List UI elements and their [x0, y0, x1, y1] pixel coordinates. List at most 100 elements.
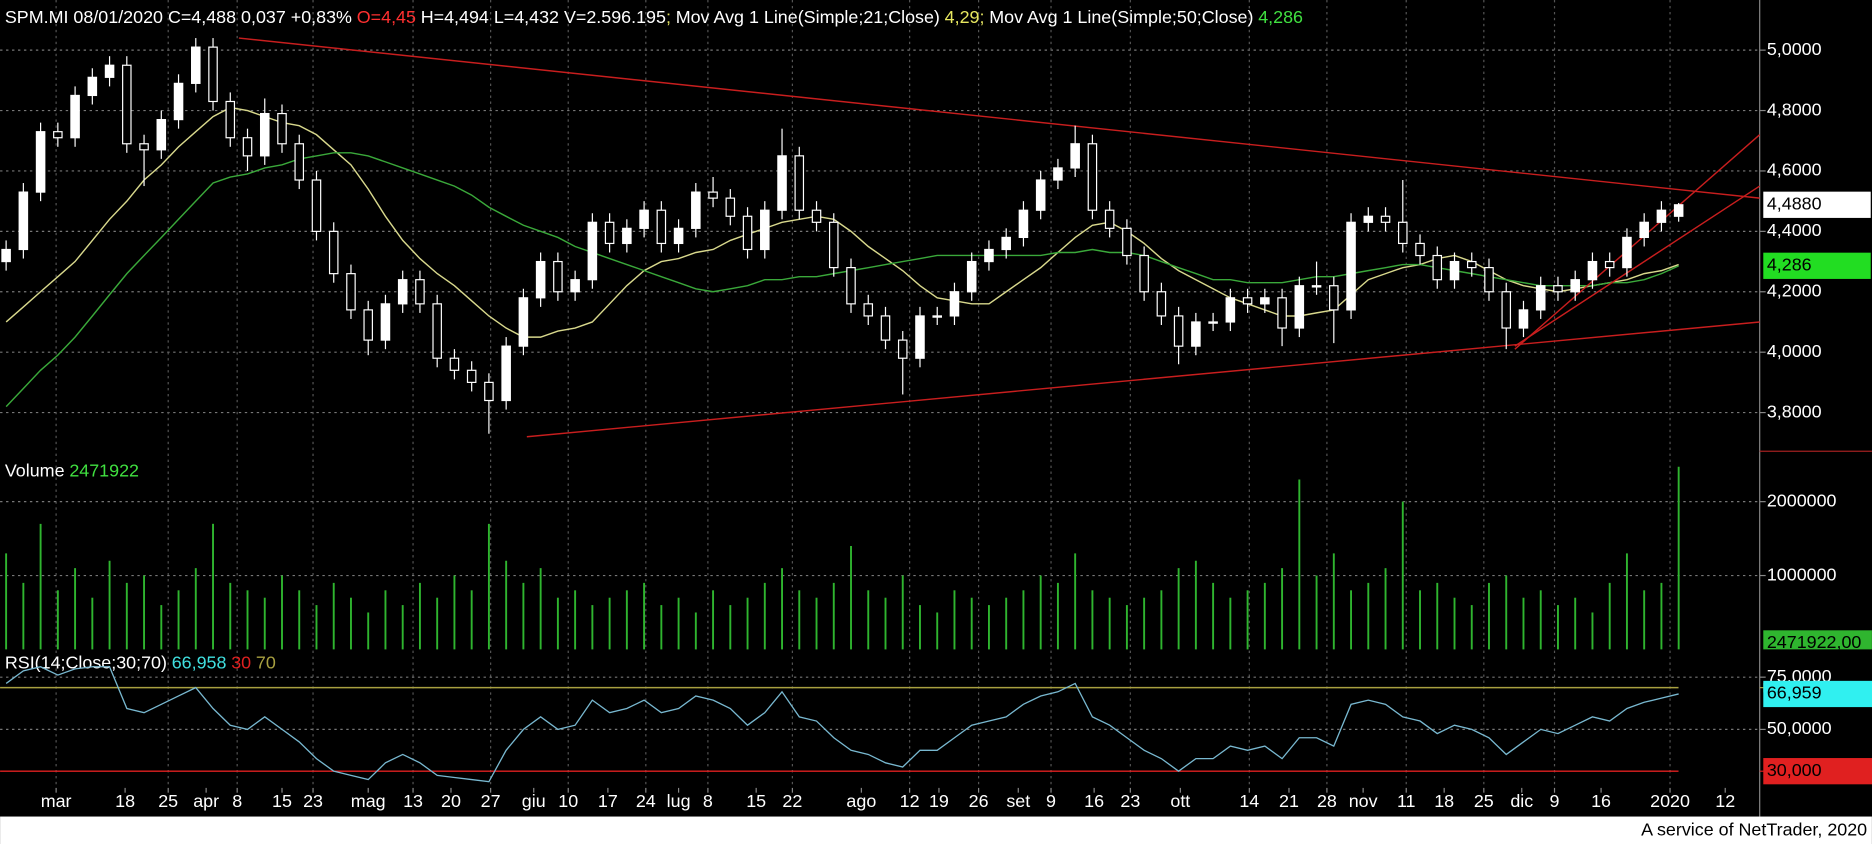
candle-body	[173, 82, 184, 121]
candle-body	[966, 260, 977, 293]
candle-body	[225, 100, 236, 139]
x-tick-label: 16	[1591, 791, 1611, 811]
title-value: 2471922	[69, 460, 139, 480]
candle-body	[242, 137, 253, 157]
candle-body	[1225, 297, 1236, 323]
x-tick-label: 18	[1434, 791, 1454, 811]
candle-body	[553, 260, 563, 293]
level-tag: 30,000	[1767, 760, 1822, 780]
trendline	[526, 321, 1760, 438]
y-tick-label: 4,0000	[1767, 341, 1822, 361]
separator: ;	[666, 7, 671, 27]
candle-body	[1398, 221, 1408, 245]
candle-body	[501, 345, 511, 402]
candle-body	[415, 279, 425, 305]
rsi-tag: 66,959	[1767, 683, 1822, 703]
x-tick-label: 2020	[1650, 791, 1690, 811]
candle-body	[432, 303, 442, 359]
y-tick-label: 4,6000	[1767, 160, 1822, 180]
candle-body	[1639, 221, 1649, 239]
title: Volume	[5, 460, 65, 480]
candle-body	[1087, 143, 1098, 211]
candle-body	[1415, 242, 1425, 257]
price-tag: 4,4880	[1767, 194, 1822, 214]
candle-body	[656, 209, 667, 245]
volume-tag-text: 2471922,00	[1767, 632, 1862, 652]
candle-body	[1604, 260, 1615, 269]
candle-body	[760, 209, 770, 251]
y-tick-label: 2000000	[1767, 490, 1837, 510]
candle-body	[1001, 236, 1011, 251]
candle-body	[1053, 167, 1063, 181]
ma-tag: 4,286	[1767, 255, 1812, 275]
y-tick-label: 50,0000	[1767, 718, 1832, 738]
candle-body	[1484, 267, 1494, 293]
candle-body	[208, 46, 218, 103]
candle-body	[1432, 254, 1443, 281]
rsi-tag-box	[1763, 680, 1872, 708]
x-tick-label: 9	[1550, 791, 1560, 811]
level-tag-box	[1763, 758, 1872, 785]
candle-body	[1346, 221, 1356, 311]
candle-body	[794, 155, 805, 211]
candle-body	[277, 112, 287, 145]
x-tick-label: 13	[403, 791, 423, 811]
rsi-line	[5, 666, 1679, 783]
candle-body	[742, 215, 753, 251]
candle-body	[777, 155, 787, 211]
candle-body	[1363, 215, 1374, 223]
candle-body	[1380, 215, 1391, 223]
candle-body	[397, 279, 408, 305]
candle-body	[1139, 254, 1149, 293]
candle-body	[880, 315, 891, 341]
candle-body	[622, 227, 632, 245]
x-tick-label: 15	[272, 791, 292, 811]
x-tick-label: set	[1006, 791, 1030, 811]
x-tick-label: mag	[351, 791, 386, 811]
candle-body	[449, 357, 460, 371]
header-part: O=4,45	[357, 7, 416, 27]
x-tick-label: 28	[1317, 791, 1337, 811]
x-tick-label: giu	[522, 791, 546, 811]
candle-body	[156, 119, 167, 151]
trendline	[1514, 185, 1761, 347]
candle-body	[1035, 179, 1046, 211]
candle-body	[846, 267, 856, 305]
x-tick-label: 26	[969, 791, 989, 811]
candle-body	[259, 112, 270, 157]
x-tick-label: 25	[158, 791, 178, 811]
x-tick-label: 23	[303, 791, 323, 811]
candle-body	[604, 221, 615, 245]
candle-body	[1622, 236, 1632, 269]
candle-body	[328, 230, 339, 275]
x-tick-label: 18	[115, 791, 135, 811]
moving-average	[5, 152, 1679, 408]
candle-body	[87, 76, 98, 97]
candle-body	[1570, 279, 1580, 293]
volume-tag: 2471922,00	[1763, 630, 1872, 652]
candle-body	[70, 94, 80, 139]
header-part: SPM.MI 08/01/2020 C=4,488 0,037 +0,83%	[5, 7, 352, 27]
x-tick-label: 23	[1120, 791, 1140, 811]
footer: A service of NetTrader, 2020	[1641, 820, 1867, 840]
candle-body	[1587, 260, 1598, 281]
x-tick-label: 17	[598, 791, 618, 811]
title-value: 66,958	[172, 652, 227, 672]
candle-body	[1208, 321, 1218, 324]
candle-body	[1535, 285, 1546, 311]
candle-body	[380, 303, 391, 341]
header: SPM.MI 08/01/2020 C=4,488 0,037 +0,83% O=…	[5, 7, 1303, 27]
candle-body	[691, 191, 701, 229]
panel-title: RSI(14;Close;30;70) 66,958 30 70	[5, 652, 276, 672]
price-tag-box	[1763, 191, 1871, 218]
candle-body	[570, 279, 580, 293]
y-tick-label: 5,0000	[1767, 39, 1822, 59]
legend-value: 4,29	[945, 7, 980, 27]
x-tick-label: 11	[1397, 791, 1416, 811]
candle-body	[122, 64, 132, 145]
candle-body	[18, 191, 29, 251]
x-tick-label: 16	[1084, 791, 1104, 811]
x-tick-label: 12	[900, 791, 920, 811]
x-tick-label: 12	[1715, 791, 1735, 811]
